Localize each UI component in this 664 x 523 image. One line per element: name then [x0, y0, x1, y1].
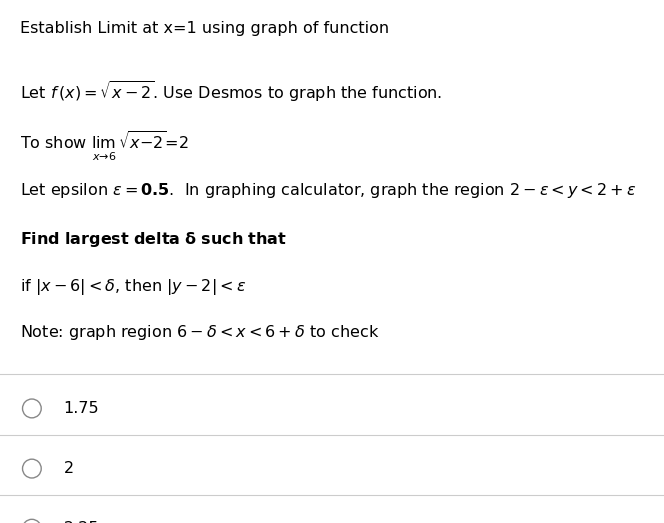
Text: if $|x - 6| < \delta$, then $|y - 2| < \epsilon$: if $|x - 6| < \delta$, then $|y - 2| < \… [20, 277, 246, 297]
Text: Establish Limit at x=1 using graph of function: Establish Limit at x=1 using graph of fu… [20, 21, 389, 36]
Text: To show $\lim_{x \to 6}\,\sqrt{x-2} = 2$: To show $\lim_{x \to 6}\,\sqrt{x-2} = 2$ [20, 130, 189, 163]
Text: Note: graph region $6 - \delta < x < 6 + \delta$ to check: Note: graph region $6 - \delta < x < 6 +… [20, 323, 379, 342]
Text: 2: 2 [64, 461, 74, 476]
Text: Let epsilon $\epsilon = \mathbf{0.5}$.  In graphing calculator, graph the region: Let epsilon $\epsilon = \mathbf{0.5}$. I… [20, 181, 636, 200]
Text: Let $f\,(x) = \sqrt{x-2}$. Use Desmos to graph the function.: Let $f\,(x) = \sqrt{x-2}$. Use Desmos to… [20, 79, 442, 104]
Text: 2.25: 2.25 [64, 521, 99, 523]
Text: $\bf{Find\ largest\ delta}\ \delta\ \bf{such\ that}$: $\bf{Find\ largest\ delta}\ \delta\ \bf{… [20, 230, 287, 249]
Text: 1.75: 1.75 [64, 401, 100, 416]
